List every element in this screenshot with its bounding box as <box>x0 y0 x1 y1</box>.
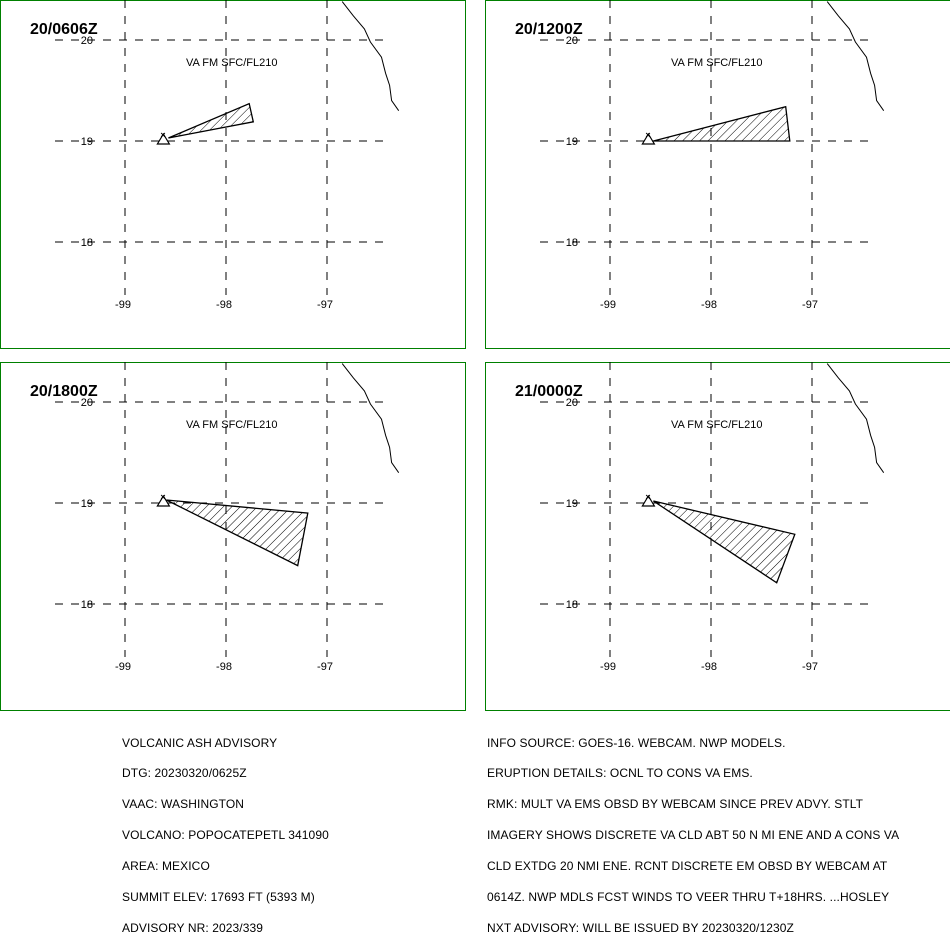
forecast-time-label: 20/1200Z <box>515 21 583 38</box>
longitude-label: -98 <box>216 299 232 311</box>
forecast-time-label: 20/0606Z <box>30 21 98 38</box>
longitude-label: -99 <box>600 661 616 673</box>
latitude-label: 18 <box>81 237 93 249</box>
longitude-label: -97 <box>802 661 818 673</box>
advisory-line: VOLCANO: POPOCATEPETL 341090 <box>122 830 329 840</box>
ash-cloud-polygon <box>653 107 789 141</box>
longitude-label: -99 <box>115 661 131 673</box>
forecast-time-label: 20/1800Z <box>30 383 98 400</box>
advisory-line: ERUPTION DETAILS: OCNL TO CONS VA EMS. <box>487 768 899 778</box>
advisory-line: NXT ADVISORY: WILL BE ISSUED BY 20230320… <box>487 923 899 933</box>
eruption-marker-icon: × <box>160 130 165 140</box>
longitude-label: -97 <box>802 299 818 311</box>
longitude-label: -97 <box>317 661 333 673</box>
advisory-line: SUMMIT ELEV: 17693 FT (5393 M) <box>122 892 329 902</box>
flight-level-label: VA FM SFC/FL210 <box>186 419 278 431</box>
flight-level-label: VA FM SFC/FL210 <box>186 57 278 69</box>
advisory-line: ADVISORY NR: 2023/339 <box>122 923 329 933</box>
advisory-line: IMAGERY SHOWS DISCRETE VA CLD ABT 50 N M… <box>487 830 899 840</box>
latitude-label: 19 <box>566 498 578 510</box>
latitude-label: 18 <box>566 599 578 611</box>
advisory-line: VOLCANIC ASH ADVISORY <box>122 738 329 748</box>
advisory-line: RMK: MULT VA EMS OBSD BY WEBCAM SINCE PR… <box>487 799 899 809</box>
advisory-remarks-text: INFO SOURCE: GOES-16. WEBCAM. NWP MODELS… <box>487 717 899 944</box>
panel-frame <box>486 1 950 349</box>
forecast-time-label: 21/0000Z <box>515 383 583 400</box>
longitude-label: -98 <box>701 661 717 673</box>
latitude-label: 18 <box>566 237 578 249</box>
eruption-marker-icon: × <box>645 492 650 502</box>
panel-frame <box>1 363 466 711</box>
latitude-label: 19 <box>566 136 578 148</box>
longitude-label: -99 <box>600 299 616 311</box>
advisory-line: CLD EXTDG 20 NMI ENE. RCNT DISCRETE EM O… <box>487 861 899 871</box>
longitude-label: -98 <box>701 299 717 311</box>
latitude-label: 19 <box>81 136 93 148</box>
ash-cloud-polygon <box>653 501 794 583</box>
flight-level-label: VA FM SFC/FL210 <box>671 57 763 69</box>
ash-cloud-polygon <box>166 500 307 566</box>
longitude-label: -97 <box>317 299 333 311</box>
advisory-line: AREA: MEXICO <box>122 861 329 871</box>
coastline <box>342 2 399 111</box>
advisory-line: INFO SOURCE: GOES-16. WEBCAM. NWP MODELS… <box>487 738 899 748</box>
latitude-label: 18 <box>81 599 93 611</box>
advisory-header-text: VOLCANIC ASH ADVISORY DTG: 20230320/0625… <box>122 717 329 944</box>
advisory-line: VAAC: WASHINGTON <box>122 799 329 809</box>
panel-frame <box>1 1 466 349</box>
flight-level-label: VA FM SFC/FL210 <box>671 419 763 431</box>
ash-cloud-polygon <box>168 104 253 138</box>
coastline <box>827 364 884 473</box>
coastline <box>342 364 399 473</box>
coastline <box>827 2 884 111</box>
advisory-line: 0614Z. NWP MDLS FCST WINDS TO VEER THRU … <box>487 892 899 902</box>
advisory-line: DTG: 20230320/0625Z <box>122 768 329 778</box>
eruption-marker-icon: × <box>645 130 650 140</box>
latitude-label: 19 <box>81 498 93 510</box>
longitude-label: -99 <box>115 299 131 311</box>
longitude-label: -98 <box>216 661 232 673</box>
eruption-marker-icon: × <box>160 492 165 502</box>
